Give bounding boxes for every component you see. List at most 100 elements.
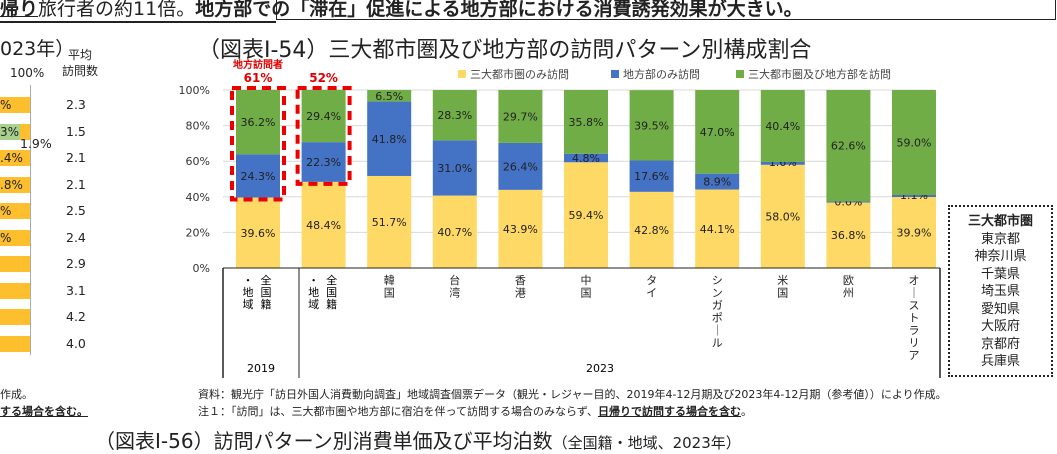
data-label: 35.8% (569, 116, 604, 129)
avg-visits-value: 4.0 (66, 335, 86, 351)
left-bar: .4% (0, 150, 30, 166)
note-1-emphasis: 日帰りで訪問する場合を含む (597, 405, 741, 418)
left-bar: 3% (0, 123, 30, 140)
metro-prefecture: 神奈川県 (974, 249, 1027, 264)
bar-segment (498, 189, 543, 268)
left-chart-title: 023年） (0, 38, 75, 60)
category-label-char: ｜ (712, 324, 723, 337)
left-axis-line (30, 85, 31, 355)
metro-prefecture: 千葉県 (980, 266, 1020, 282)
data-label: 42.8% (634, 224, 669, 237)
category-label-char: 国 (777, 287, 788, 300)
headline-box (276, 0, 1056, 20)
bar-segment (432, 140, 477, 196)
category-label-char: 籍 (261, 297, 272, 311)
category-label-char: シ (712, 274, 723, 287)
avg-visits-value: 2.9 (66, 256, 86, 271)
data-label: 40.4% (765, 120, 800, 133)
data-label: 47.0% (700, 126, 735, 139)
category-label-char: 全 (261, 273, 272, 287)
data-label: 29.7% (503, 110, 538, 123)
left-bar (0, 309, 30, 325)
bar-segment (629, 191, 674, 268)
headline: 帰り旅行者の約11倍。地方部での「滞在」促進による地方部における消費誘発効果が大… (0, 0, 803, 21)
category-label-char: ・ (243, 274, 254, 287)
highlight-box (230, 86, 286, 202)
headline-part2: 旅行者の約11倍。 (38, 0, 196, 20)
data-label: 59.0% (897, 137, 932, 150)
bar-segment (760, 161, 805, 165)
bar-segment (695, 90, 740, 174)
category-label-char: 国 (384, 287, 395, 300)
note-1-text: 注１：「訪問」は、三大都市圏や地方部に宿泊を伴って訪問する場合のみならず、 (198, 405, 598, 418)
metro-prefecture: 愛知県 (980, 301, 1020, 317)
data-label: 6.5% (375, 90, 403, 103)
category-label-char: 台 (449, 273, 460, 287)
chart-title: （図表Ⅰ-54）三大都市圏及び地方部の訪問パターン別構成割合 (198, 38, 812, 63)
bar-segment (695, 189, 740, 268)
data-label: 22.3% (306, 156, 341, 169)
avg-visits-value: 4.2 (66, 309, 86, 324)
metro-prefecture: 兵庫県 (980, 354, 1020, 369)
category-label-char: 域 (243, 298, 254, 311)
category-label-char: 州 (843, 287, 854, 300)
category-label-char: ス (909, 299, 920, 312)
bar-segment (760, 164, 805, 268)
left-bar (0, 256, 30, 272)
category-label-char: リ (909, 337, 920, 350)
next-title-sub: （全国籍・地域、2023年） (552, 434, 741, 452)
bar-segment (367, 90, 412, 102)
left-axis-100: 100% (10, 66, 45, 80)
y-tick-label: 60% (186, 155, 210, 168)
bar-segment (301, 89, 346, 143)
category-label-char: 籍 (326, 297, 337, 311)
category-label-char: ラ (909, 324, 920, 337)
avg-visits-value: 2.3 (66, 97, 86, 112)
bar-segment (236, 197, 280, 268)
left-bar: % (0, 203, 30, 219)
data-label: 39.6% (241, 227, 276, 240)
avg-visits-value: 3.1 (66, 282, 86, 298)
left-extra-label: 1.9% (20, 136, 52, 151)
category-label-char: ポ (712, 312, 723, 325)
data-label: 36.2% (241, 116, 276, 129)
data-label: 8.9% (703, 176, 731, 189)
legend-label: 地方部のみ訪問 (623, 67, 700, 81)
bar-segment (301, 142, 346, 182)
category-label-char: 国 (326, 286, 337, 299)
annotation-value: 52% (309, 71, 338, 85)
data-label: 41.8% (372, 133, 407, 146)
avg-visits-value: 1.5 (66, 123, 86, 139)
left-bar (0, 282, 30, 299)
bar-segment (564, 90, 608, 154)
category-label-char: 湾 (449, 286, 460, 300)
metro-prefecture: 大阪府 (980, 319, 1020, 334)
bar-segment (367, 175, 412, 268)
avg-visits-header: 平均 訪問数 (62, 47, 98, 79)
category-label-char: タ (646, 274, 657, 287)
bar-segment (629, 90, 674, 161)
bar-segment (367, 101, 412, 176)
avg-label-2: 訪問数 (62, 64, 99, 78)
category-label-char: 全 (326, 273, 337, 287)
annotation-label: 地方訪問者 (233, 58, 283, 71)
data-label: 17.6% (634, 170, 669, 183)
bar-segment (432, 195, 477, 268)
category-label-char: オ (909, 274, 920, 287)
y-tick-label: 0% (193, 262, 210, 275)
legend-box-title: 三大都市圏 (967, 214, 1033, 229)
data-label: 39.5% (634, 119, 669, 132)
divider (0, 21, 276, 23)
headline-part1: 帰り (0, 0, 39, 20)
note-1-end: 。 (740, 405, 752, 418)
bar-segment (826, 90, 871, 202)
data-label: 39.9% (897, 226, 932, 239)
legend-swatch (736, 70, 744, 78)
left-bar: % (0, 229, 30, 246)
data-label: 29.4% (306, 110, 341, 123)
category-label-char: 米 (777, 274, 788, 287)
metro-area-legend-box: 三大都市圏 東京都 神奈川県 千葉県 埼玉県 愛知県 大阪府 京都府 兵庫県 (948, 205, 1053, 377)
category-label-char: 香 (515, 274, 526, 287)
category-label-char: ア (909, 349, 920, 362)
data-label: 24.3% (241, 170, 276, 183)
